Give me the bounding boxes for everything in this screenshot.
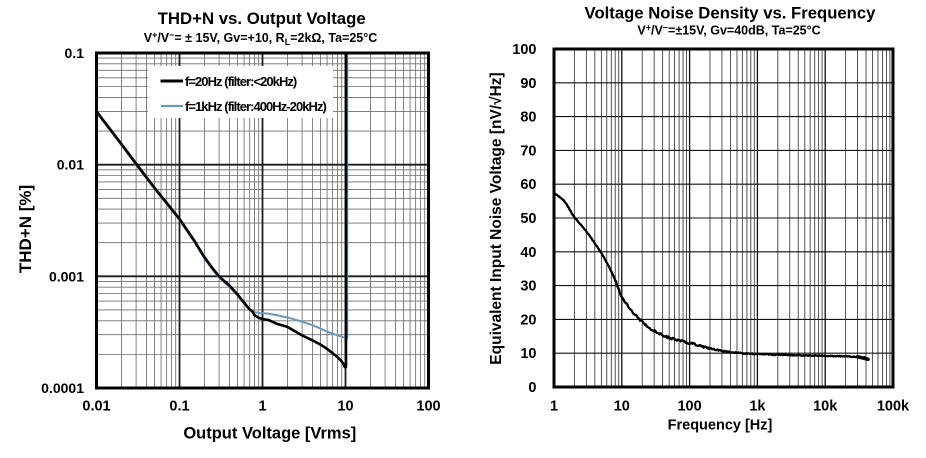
svg-text:0.0001: 0.0001: [41, 380, 84, 396]
svg-text:V+/V−=±15V, Gv=40dB, Ta=25°C: V+/V−=±15V, Gv=40dB, Ta=25°C: [637, 23, 820, 38]
svg-text:0.001: 0.001: [49, 268, 84, 284]
svg-text:0: 0: [528, 380, 536, 396]
svg-text:0.1: 0.1: [65, 45, 85, 61]
svg-text:THD+N [%]: THD+N [%]: [16, 185, 35, 273]
svg-text:V+/V−= ± 15V, Gv=+10, RL=2kΩ,: V+/V−= ± 15V, Gv=+10, RL=2kΩ, Ta=25°C: [144, 30, 378, 47]
svg-text:1: 1: [258, 399, 266, 415]
svg-text:f=20Hz (filter:<20kHz): f=20Hz (filter:<20kHz): [185, 74, 297, 89]
svg-text:30: 30: [520, 279, 536, 295]
svg-text:100: 100: [512, 42, 536, 58]
svg-text:100: 100: [677, 399, 701, 415]
svg-text:70: 70: [520, 143, 536, 159]
svg-text:1k: 1k: [749, 399, 766, 415]
svg-text:20: 20: [520, 312, 536, 328]
svg-text:Output Voltage [Vrms]: Output Voltage [Vrms]: [183, 425, 356, 443]
svg-text:0.1: 0.1: [169, 399, 189, 415]
svg-text:60: 60: [520, 177, 536, 193]
svg-text:80: 80: [520, 110, 536, 126]
svg-text:f=1kHz (filter:400Hz-20kHz): f=1kHz (filter:400Hz-20kHz): [185, 99, 326, 114]
svg-text:THD+N vs. Output Voltage: THD+N vs. Output Voltage: [158, 9, 366, 28]
svg-text:10: 10: [520, 346, 536, 362]
svg-text:90: 90: [520, 76, 536, 92]
svg-text:0.01: 0.01: [82, 399, 110, 415]
svg-text:100k: 100k: [877, 399, 910, 415]
svg-text:Equivalent Input Noise Voltage: Equivalent Input Noise Voltage [nV/√Hz]: [488, 72, 505, 364]
svg-text:40: 40: [520, 245, 536, 261]
svg-text:10k: 10k: [813, 399, 838, 415]
svg-text:100: 100: [416, 399, 440, 415]
svg-text:Frequency [Hz]: Frequency [Hz]: [668, 418, 773, 434]
svg-text:10: 10: [614, 399, 630, 415]
svg-text:50: 50: [520, 211, 536, 227]
svg-text:0.01: 0.01: [57, 157, 84, 173]
svg-text:10: 10: [337, 399, 353, 415]
svg-text:Voltage Noise Density vs. Freq: Voltage Noise Density vs. Frequency: [585, 4, 877, 23]
svg-text:1: 1: [550, 399, 558, 415]
